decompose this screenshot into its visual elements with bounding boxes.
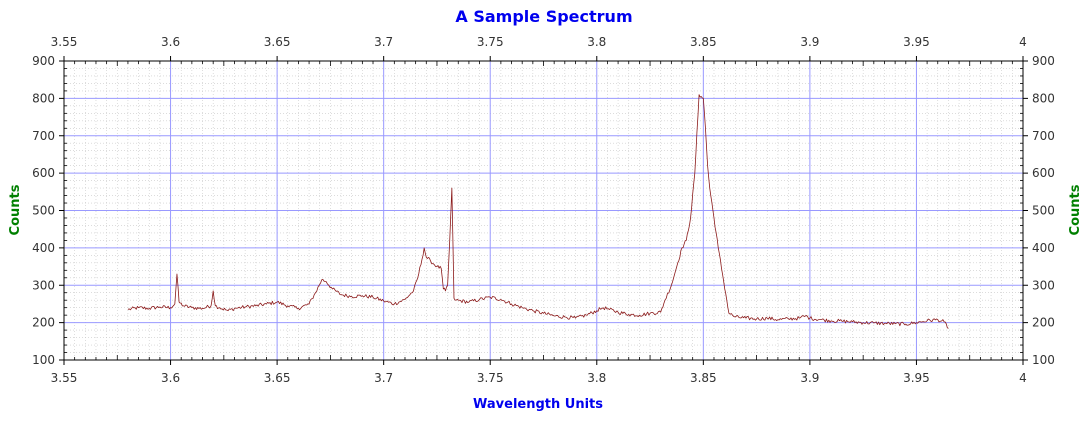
x-axis-label: Wavelength Units bbox=[473, 397, 603, 412]
y-tick-label-left: 500 bbox=[32, 204, 55, 218]
y-tick-label-left: 300 bbox=[32, 278, 55, 292]
x-tick-label-bottom: 3.8 bbox=[587, 371, 606, 385]
spectrum-series-line bbox=[127, 94, 949, 329]
x-tick-label-top: 3.85 bbox=[690, 35, 717, 49]
y-tick-label-right: 400 bbox=[1032, 241, 1055, 255]
chart-title: A Sample Spectrum bbox=[455, 7, 632, 26]
x-tick-label-top: 3.6 bbox=[161, 35, 180, 49]
x-tick-label-bottom: 3.65 bbox=[264, 371, 291, 385]
minor-grid bbox=[64, 61, 1023, 360]
x-tick-label-top: 3.95 bbox=[903, 35, 930, 49]
y-tick-label-right: 800 bbox=[1032, 91, 1055, 105]
x-tick-label-bottom: 3.85 bbox=[690, 371, 717, 385]
y-axis-label-left: Counts bbox=[8, 184, 23, 235]
x-tick-label-top: 3.55 bbox=[51, 35, 78, 49]
y-tick-label-right: 500 bbox=[1032, 204, 1055, 218]
x-tick-label-bottom: 3.55 bbox=[51, 371, 78, 385]
y-tick-label-left: 800 bbox=[32, 91, 55, 105]
x-tick-label-bottom: 3.9 bbox=[800, 371, 819, 385]
y-tick-label-left: 900 bbox=[32, 54, 55, 68]
y-tick-label-right: 700 bbox=[1032, 129, 1055, 143]
y-tick-label-right: 600 bbox=[1032, 166, 1055, 180]
y-tick-label-right: 100 bbox=[1032, 353, 1055, 367]
x-tick-label-top: 3.65 bbox=[264, 35, 291, 49]
x-tick-label-top: 3.75 bbox=[477, 35, 504, 49]
y-tick-label-right: 900 bbox=[1032, 54, 1055, 68]
axis-ticks bbox=[59, 56, 1028, 365]
x-tick-label-top: 3.7 bbox=[374, 35, 393, 49]
x-tick-label-bottom: 3.7 bbox=[374, 371, 393, 385]
y-tick-label-right: 200 bbox=[1032, 316, 1055, 330]
x-tick-label-top: 4 bbox=[1019, 35, 1027, 49]
y-tick-label-left: 200 bbox=[32, 316, 55, 330]
y-axis-label-right: Counts bbox=[1068, 184, 1083, 235]
x-tick-label-bottom: 4 bbox=[1019, 371, 1027, 385]
y-tick-label-left: 100 bbox=[32, 353, 55, 367]
y-tick-label-left: 400 bbox=[32, 241, 55, 255]
x-tick-label-top: 3.8 bbox=[587, 35, 606, 49]
y-tick-label-right: 300 bbox=[1032, 278, 1055, 292]
x-tick-label-bottom: 3.75 bbox=[477, 371, 504, 385]
x-tick-label-bottom: 3.6 bbox=[161, 371, 180, 385]
y-tick-label-left: 600 bbox=[32, 166, 55, 180]
tick-labels: 3.55 3.55 3.6 3.6 3.65 3.65 3.7 3.7 3.75 3.75 3.8 3… bbox=[32, 35, 1055, 385]
series-layer bbox=[127, 94, 949, 329]
x-tick-label-bottom: 3.95 bbox=[903, 371, 930, 385]
y-tick-label-left: 700 bbox=[32, 129, 55, 143]
x-tick-label-top: 3.9 bbox=[800, 35, 819, 49]
